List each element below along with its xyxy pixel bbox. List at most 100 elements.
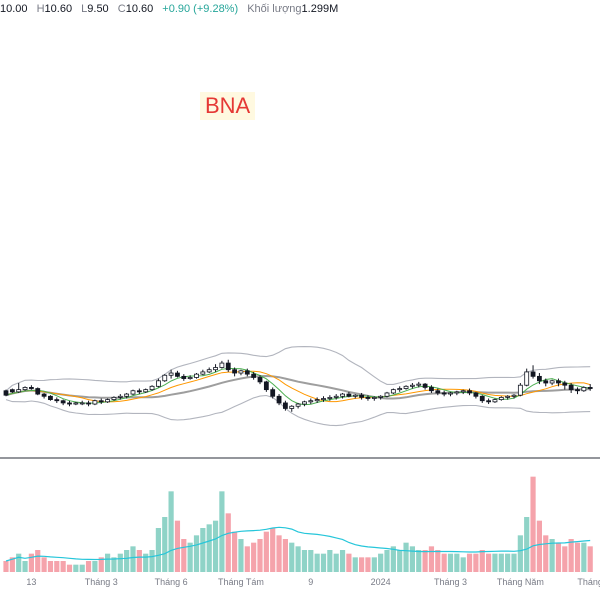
- candle-body-up: [314, 399, 320, 402]
- candle-body-up: [92, 400, 98, 405]
- volume-bar: [168, 491, 174, 572]
- volume-bar: [416, 550, 422, 572]
- x-tick-label: 2024: [371, 577, 391, 587]
- candle-body-up: [194, 373, 199, 378]
- candle: [60, 399, 66, 406]
- volume-bar: [562, 546, 568, 572]
- volume-bar: [130, 546, 136, 572]
- bollinger-upper: [5, 346, 591, 392]
- candle-body-down: [175, 372, 180, 377]
- candle: [200, 369, 206, 376]
- volume-bar: [498, 553, 504, 572]
- bollinger-lower: [5, 394, 591, 427]
- volume-bar: [22, 561, 28, 572]
- candle: [257, 375, 263, 385]
- volume-bar: [327, 550, 333, 572]
- candle: [321, 396, 326, 402]
- candle: [73, 401, 79, 406]
- candle: [219, 360, 225, 369]
- candle-body-down: [270, 389, 276, 397]
- candle: [194, 373, 199, 379]
- candle-body-down: [263, 381, 269, 391]
- candle: [530, 365, 536, 379]
- candle-body-up: [581, 387, 587, 392]
- candle: [111, 396, 117, 401]
- candle: [282, 400, 288, 411]
- candle-body-up: [22, 387, 28, 391]
- volume-bar: [581, 542, 587, 572]
- volume-bar: [66, 564, 73, 572]
- candle-body-down: [86, 402, 91, 405]
- volume-bar: [339, 550, 346, 572]
- volume-bar: [314, 553, 320, 572]
- volume-bar: [530, 476, 536, 572]
- candle: [524, 368, 530, 387]
- candle: [359, 392, 365, 400]
- volume-bar: [105, 553, 111, 572]
- candle: [409, 383, 415, 389]
- volume-label: Khối lượng: [247, 3, 302, 15]
- volume-bar: [289, 542, 295, 572]
- volume-bar: [3, 561, 9, 572]
- candle: [16, 383, 22, 393]
- candle: [105, 398, 110, 403]
- volume-bar: [460, 557, 466, 572]
- candle: [22, 386, 28, 391]
- candle-body-up: [390, 389, 396, 394]
- candle: [149, 385, 155, 391]
- candle: [492, 398, 498, 403]
- volume-bar: [54, 561, 60, 572]
- volume-bar: [352, 557, 358, 572]
- candle-body-up: [73, 402, 79, 405]
- candle: [390, 388, 396, 395]
- x-tick-label: 9: [308, 577, 313, 587]
- candle-body-up: [371, 396, 377, 399]
- candle-body-up: [384, 392, 390, 397]
- candle-body-up: [511, 394, 517, 397]
- candle: [346, 391, 352, 398]
- volume-bar: [143, 553, 149, 572]
- candle: [263, 380, 269, 392]
- volume-bar: [79, 564, 85, 572]
- ohlc-legend: 10.00 H10.60 L9.50 C10.60 +0.90 (+9.28%)…: [0, 3, 338, 15]
- candle: [162, 374, 168, 382]
- candle-body-down: [346, 393, 352, 397]
- volume-bar: [492, 553, 498, 572]
- candle: [371, 396, 377, 401]
- candle: [302, 400, 307, 407]
- candle-body-up: [111, 396, 117, 401]
- x-tick-label: Tháng Năm: [497, 577, 544, 587]
- candle-body-down: [575, 389, 580, 392]
- candle: [441, 390, 447, 397]
- candle: [429, 385, 434, 393]
- candle-body-down: [479, 395, 485, 402]
- volume-bar: [117, 553, 123, 572]
- candle: [289, 405, 295, 412]
- volume-bar: [447, 553, 454, 572]
- bollinger-bands: [5, 346, 591, 427]
- volume-bar: [60, 561, 66, 572]
- volume-bar: [85, 561, 92, 572]
- candle-body-down: [35, 388, 41, 395]
- candle-body-down: [359, 394, 365, 398]
- candle-body-up: [302, 401, 307, 405]
- candle: [175, 370, 180, 378]
- volume-bar: [466, 553, 473, 572]
- volume-bar: [270, 528, 276, 572]
- volume-bar: [181, 539, 187, 572]
- candle: [587, 384, 593, 391]
- candle-body-up: [213, 367, 218, 371]
- volume-bar: [295, 546, 301, 572]
- candle: [575, 387, 580, 395]
- candle: [327, 395, 333, 401]
- volume-bar: [333, 553, 339, 572]
- volume-bar: [403, 542, 409, 572]
- volume-bar: [225, 513, 231, 572]
- candle-body-down: [232, 369, 238, 374]
- volume-bar: [428, 546, 435, 572]
- candle-body-down: [244, 370, 250, 375]
- volume-bars: [3, 476, 593, 572]
- candle: [67, 400, 72, 407]
- volume-bar: [238, 539, 244, 572]
